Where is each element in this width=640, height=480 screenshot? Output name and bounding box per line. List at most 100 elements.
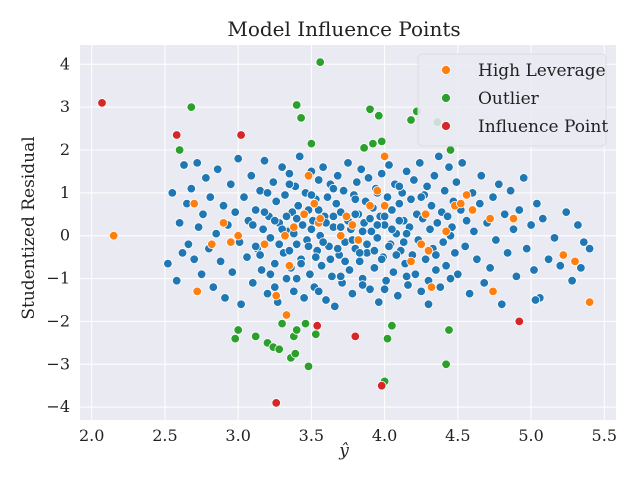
point-base — [529, 265, 539, 275]
point-high-leverage — [218, 218, 229, 228]
point-base — [259, 207, 270, 217]
point-base — [543, 254, 554, 264]
point-base — [281, 211, 292, 222]
x-tick-label: 3.5 — [299, 426, 324, 445]
point-base — [220, 293, 230, 303]
point-base — [296, 258, 306, 269]
point-base — [576, 263, 586, 273]
point-outlier — [315, 57, 325, 67]
legend-marker-outlier — [441, 93, 451, 103]
point-base — [415, 158, 425, 168]
point-base — [453, 269, 463, 280]
point-base — [328, 183, 339, 194]
point-base — [431, 265, 441, 275]
point-base — [248, 278, 258, 288]
point-base — [387, 205, 397, 215]
point-base — [318, 237, 328, 247]
point-high-leverage — [365, 200, 375, 211]
point-base — [357, 226, 368, 237]
point-base — [579, 237, 589, 247]
point-outlier — [311, 329, 321, 340]
legend-marker-high-leverage — [441, 65, 451, 75]
point-outlier — [230, 333, 240, 344]
point-base — [198, 209, 208, 220]
point-base — [295, 151, 305, 162]
point-base — [438, 237, 448, 247]
point-base — [425, 224, 435, 235]
point-high-leverage — [423, 245, 434, 256]
point-base — [538, 213, 548, 224]
point-base — [379, 211, 390, 222]
point-high-leverage — [280, 230, 290, 241]
point-base — [293, 200, 303, 211]
point-base — [432, 218, 443, 228]
point-base — [388, 267, 399, 277]
point-base — [420, 254, 431, 264]
point-base — [248, 220, 258, 230]
point-influence-point — [97, 98, 107, 108]
point-base — [391, 250, 402, 260]
point-base — [514, 205, 525, 215]
point-base — [303, 241, 314, 252]
point-high-leverage — [406, 256, 416, 267]
point-base — [265, 233, 276, 243]
point-base — [355, 256, 365, 267]
point-outlier — [277, 318, 287, 329]
point-base — [338, 185, 349, 196]
point-base — [475, 198, 485, 209]
point-base — [314, 175, 324, 185]
point-base — [347, 288, 358, 299]
point-base — [289, 286, 299, 297]
point-base — [211, 228, 221, 239]
y-tick-label: −4 — [46, 397, 70, 416]
point-influence-point — [271, 398, 281, 408]
y-tick-label: −2 — [46, 311, 70, 330]
x-tick-labels: 2.0 2.5 3.0 3.5 4.0 4.5 5.0 5.5 — [79, 426, 617, 445]
point-base — [212, 164, 223, 175]
point-outlier — [382, 333, 393, 344]
point-base — [431, 250, 441, 260]
legend-label-influence-point: Influence Point — [478, 117, 608, 137]
point-base — [333, 243, 343, 254]
point-base — [561, 207, 571, 217]
point-high-leverage — [461, 190, 472, 200]
point-base — [573, 220, 583, 230]
point-base — [372, 233, 383, 243]
point-base — [374, 297, 384, 307]
point-base — [277, 162, 287, 172]
point-base — [256, 265, 267, 275]
point-high-leverage — [281, 310, 292, 320]
point-base — [384, 160, 394, 170]
point-base — [445, 273, 456, 284]
point-base — [530, 295, 541, 305]
point-high-leverage — [108, 230, 119, 241]
point-high-leverage — [315, 213, 325, 224]
point-base — [350, 194, 361, 205]
point-high-leverage — [303, 170, 314, 181]
point-influence-point — [312, 321, 322, 331]
y-tick-label: 1 — [60, 183, 70, 202]
point-base — [270, 258, 280, 269]
point-base — [488, 192, 498, 202]
point-base — [271, 196, 281, 207]
point-base — [382, 192, 393, 202]
point-base — [183, 239, 194, 250]
point-base — [399, 237, 409, 247]
point-high-leverage — [379, 151, 390, 162]
x-tick-label: 2.0 — [79, 426, 104, 445]
point-outlier — [306, 138, 317, 149]
point-high-leverage — [189, 198, 199, 209]
point-outlier — [368, 138, 378, 149]
point-high-leverage — [584, 297, 595, 307]
point-base — [441, 261, 451, 271]
point-base — [226, 179, 236, 190]
point-base — [196, 269, 207, 280]
point-high-leverage — [467, 205, 478, 215]
point-outlier — [292, 100, 302, 110]
point-high-leverage — [353, 235, 364, 245]
point-base — [262, 188, 273, 198]
point-base — [352, 177, 362, 187]
x-axis-label: ŷ — [338, 441, 349, 461]
point-outlier — [406, 115, 416, 125]
point-high-leverage — [299, 209, 309, 220]
